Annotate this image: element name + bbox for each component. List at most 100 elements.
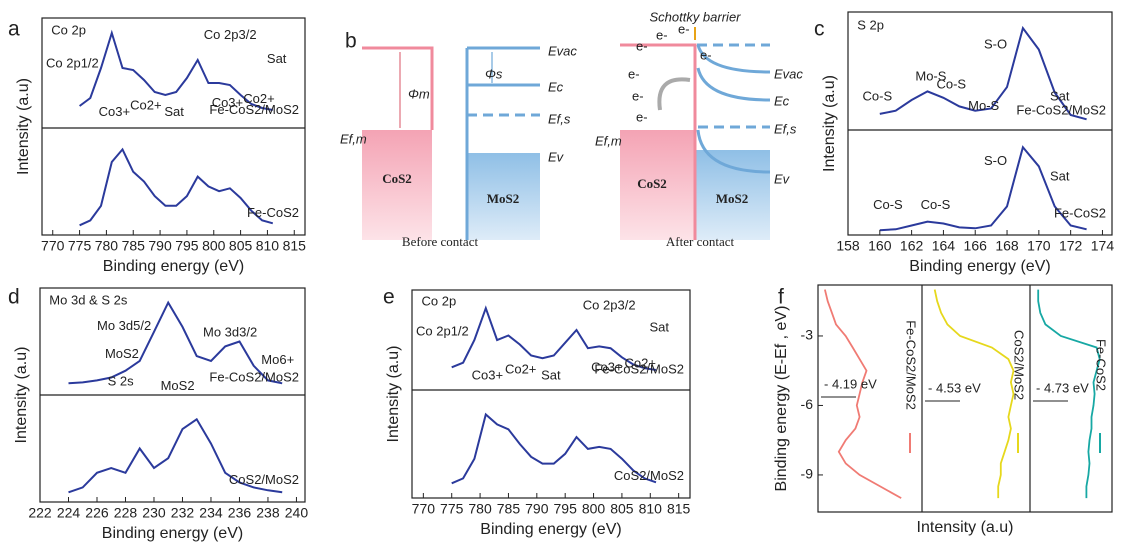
electron: e- bbox=[656, 27, 668, 42]
x-tick-label: 770 bbox=[41, 238, 65, 254]
x-tick-label: 224 bbox=[57, 505, 81, 521]
label: MoS2 bbox=[716, 191, 749, 206]
x-tick-label: 172 bbox=[1059, 238, 1083, 254]
electron: e- bbox=[700, 47, 712, 62]
x-tick-label: 222 bbox=[28, 505, 52, 521]
series-label: CoS2/MoS2 bbox=[1012, 330, 1027, 400]
panel-b: b Φm Ef,m CoS2 Φs Evac Ec Ef,s Ev MoS2 B… bbox=[340, 9, 803, 249]
label: Φs bbox=[485, 66, 503, 81]
annotation: Co2+ bbox=[505, 361, 536, 376]
series-label: Fe-CoS2 bbox=[1054, 205, 1106, 220]
x-axis-label: Binding energy (eV) bbox=[909, 258, 1050, 275]
barrier-label: Schottky barrier bbox=[649, 9, 741, 24]
electron: e- bbox=[632, 88, 644, 103]
x-axis-label: Binding energy (eV) bbox=[480, 521, 621, 538]
label: CoS2 bbox=[382, 171, 412, 186]
spectrum-line bbox=[80, 149, 273, 225]
y-axis-label: Intensity (a.u) bbox=[385, 346, 402, 443]
electron: e- bbox=[636, 38, 648, 53]
annotation: S-O bbox=[984, 153, 1007, 168]
annotation: Mo 3d & S 2s bbox=[49, 292, 128, 307]
annotation: Co 2p3/2 bbox=[583, 297, 636, 312]
x-tick-label: 795 bbox=[175, 238, 199, 254]
electron: e- bbox=[678, 21, 690, 36]
x-tick-label: 166 bbox=[964, 238, 988, 254]
panel-letter: b bbox=[345, 30, 357, 53]
annotation: Mo 3d5/2 bbox=[97, 318, 151, 333]
spectrum-line bbox=[825, 290, 901, 499]
annotation: S 2p bbox=[857, 18, 884, 33]
x-tick-label: 240 bbox=[285, 505, 309, 521]
annotation: S-O bbox=[984, 36, 1007, 51]
x-tick-label: 236 bbox=[228, 505, 252, 521]
caption: Before contact bbox=[402, 234, 479, 249]
annotation: Co 2p1/2 bbox=[46, 56, 99, 71]
label: Ec bbox=[774, 93, 790, 108]
x-tick-label: 170 bbox=[1027, 238, 1051, 254]
label: Ef,s bbox=[548, 111, 571, 126]
series-label: Fe-CoS2 bbox=[247, 205, 299, 220]
annotation: - 4.53 eV bbox=[928, 380, 981, 395]
annotation: Sat bbox=[1050, 169, 1070, 184]
plot-frame bbox=[818, 285, 1112, 512]
x-tick-label: 780 bbox=[468, 501, 492, 517]
x-tick-label: 790 bbox=[148, 238, 172, 254]
x-tick-label: 795 bbox=[554, 501, 578, 517]
y-axis-label: Intensity (a.u) bbox=[13, 347, 30, 444]
label: CoS2 bbox=[637, 176, 667, 191]
x-tick-label: 238 bbox=[256, 505, 280, 521]
electron: e- bbox=[636, 109, 648, 124]
label: Ef,m bbox=[595, 133, 622, 148]
annotation: Co 2p3/2 bbox=[204, 27, 257, 42]
annotation: Co3+ bbox=[591, 359, 622, 374]
x-tick-label: 228 bbox=[114, 505, 138, 521]
annotation: Sat bbox=[541, 367, 561, 382]
x-tick-label: 780 bbox=[95, 238, 119, 254]
annotation: S 2s bbox=[108, 374, 135, 389]
x-tick-label: 805 bbox=[229, 238, 253, 254]
y-tick-label: -6 bbox=[801, 396, 814, 412]
series-label: Fe-CoS2 bbox=[1094, 339, 1109, 391]
figure: b Φm Ef,m CoS2 Φs Evac Ec Ef,s Ev MoS2 B… bbox=[0, 0, 1129, 543]
label: Ev bbox=[774, 171, 791, 186]
y-axis-label: Intensity (a.u) bbox=[15, 78, 32, 175]
panel-letter: d bbox=[8, 286, 20, 309]
annotation: Co 2p bbox=[51, 23, 86, 38]
x-axis-label: Intensity (a.u) bbox=[917, 519, 1014, 536]
electron: e- bbox=[628, 66, 640, 81]
x-axis-label: Binding energy (eV) bbox=[103, 258, 244, 275]
label: Ef,s bbox=[774, 121, 797, 136]
annotation: Co3+ bbox=[99, 104, 130, 119]
series-label: Fe-CoS2/MoS2 bbox=[209, 369, 299, 384]
annotation: Co 2p1/2 bbox=[416, 323, 469, 338]
label: Evac bbox=[774, 66, 803, 81]
annotation: Co-S bbox=[863, 88, 893, 103]
annotation: Co-S bbox=[936, 77, 966, 92]
annotation: Co3+ bbox=[212, 95, 243, 110]
annotation: Mo6+ bbox=[261, 352, 294, 367]
x-tick-label: 162 bbox=[900, 238, 924, 254]
label: Ef,m bbox=[340, 131, 367, 146]
x-tick-label: 232 bbox=[171, 505, 195, 521]
annotation: Co 2p bbox=[422, 293, 457, 308]
x-tick-label: 815 bbox=[283, 238, 307, 254]
x-tick-label: 810 bbox=[256, 238, 280, 254]
electron-arrow bbox=[659, 79, 690, 110]
x-tick-label: 770 bbox=[412, 501, 436, 517]
x-tick-label: 800 bbox=[202, 238, 226, 254]
x-tick-label: 160 bbox=[868, 238, 892, 254]
x-tick-label: 775 bbox=[68, 238, 92, 254]
annotation: Mo-S bbox=[968, 98, 999, 113]
x-tick-label: 230 bbox=[142, 505, 166, 521]
x-tick-label: 805 bbox=[610, 501, 634, 517]
x-tick-label: 168 bbox=[995, 238, 1019, 254]
x-tick-label: 790 bbox=[525, 501, 549, 517]
x-tick-label: 164 bbox=[932, 238, 956, 254]
label: Evac bbox=[548, 43, 577, 58]
x-tick-label: 785 bbox=[122, 238, 146, 254]
annotation: Sat bbox=[650, 319, 670, 334]
x-tick-label: 158 bbox=[836, 238, 860, 254]
annotation: - 4.73 eV bbox=[1036, 380, 1089, 395]
annotation: Co-S bbox=[873, 197, 903, 212]
y-axis-label: Intensity (a.u) bbox=[821, 75, 838, 172]
